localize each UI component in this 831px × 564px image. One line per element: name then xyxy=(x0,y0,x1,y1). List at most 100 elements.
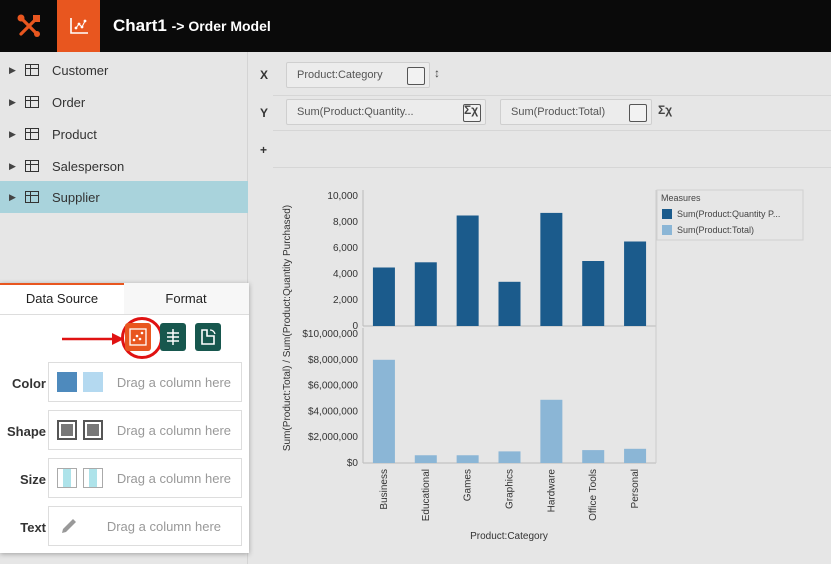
sort-icon[interactable]: ↕ xyxy=(434,66,440,80)
top-y-tick-label: 4,000 xyxy=(333,269,358,280)
tree-item-product[interactable]: ▶ Product xyxy=(0,118,248,150)
y-field-name: Sum(Product:Quantity... xyxy=(297,106,414,118)
chart-mode-button[interactable] xyxy=(57,0,100,52)
chart-name: Chart1 xyxy=(113,16,167,35)
tree-item-salesperson[interactable]: ▶ Salesperson xyxy=(0,150,248,182)
bar-total xyxy=(624,448,647,463)
shape-drop-zone[interactable]: Drag a column here xyxy=(48,410,242,450)
top-bar: Chart1 -> Order Model xyxy=(0,0,831,52)
drop-placeholder: Drag a column here xyxy=(116,423,231,438)
legend-label-quantity: Sum(Product:Quantity P... xyxy=(677,209,780,219)
tree-item-label: Customer xyxy=(52,62,109,78)
color-swatch-light[interactable] xyxy=(83,372,103,392)
color-label: Color xyxy=(12,376,46,391)
aggregate-icon[interactable]: Σχ xyxy=(464,103,479,117)
rotate-icon xyxy=(201,329,216,345)
bar-quantity xyxy=(414,262,437,326)
x-tick-label: Personal xyxy=(630,469,641,508)
app-logo[interactable] xyxy=(0,0,57,52)
color-swatch-dark[interactable] xyxy=(57,372,77,392)
bar-quantity xyxy=(372,267,395,326)
table-icon xyxy=(25,191,39,203)
expand-arrow-icon[interactable]: ▶ xyxy=(9,96,16,107)
chart-type-icon[interactable] xyxy=(629,104,647,122)
layout-binding-button[interactable] xyxy=(195,323,221,351)
expand-arrow-icon[interactable]: ▶ xyxy=(9,64,16,75)
text-drop-zone[interactable]: Drag a column here xyxy=(48,506,242,546)
expand-arrow-icon[interactable]: ▶ xyxy=(9,160,16,171)
add-binding-button[interactable]: + xyxy=(260,143,268,157)
tree-item-label: Product xyxy=(52,126,97,142)
legend-swatch-total xyxy=(662,225,672,235)
tab-format[interactable]: Format xyxy=(165,291,207,306)
divider xyxy=(273,95,831,96)
data-source-panel: Data Source Format xyxy=(0,283,249,553)
aggregate-icon[interactable]: Σχ xyxy=(658,103,673,117)
top-y-tick-label: 2,000 xyxy=(333,295,358,306)
red-arrow-annotation xyxy=(62,333,124,345)
expand-arrow-icon[interactable]: ▶ xyxy=(9,191,16,202)
x-tick-label: Business xyxy=(379,469,390,510)
drop-placeholder: Drag a column here xyxy=(116,375,231,390)
divider xyxy=(273,130,831,131)
bar-total xyxy=(540,399,563,463)
bar-chart: 10,000 8,000 6,000 4,000 2,000 0$10,000,000 $8… xyxy=(282,189,804,542)
add-binding-row[interactable]: + xyxy=(250,131,831,167)
top-y-tick-label: 6,000 xyxy=(333,243,358,254)
size-drop-zone[interactable]: Drag a column here xyxy=(48,458,242,498)
x-field-pill[interactable]: Product:Category xyxy=(286,62,430,88)
x-tick-label: Graphics xyxy=(505,469,516,509)
size-label: Size xyxy=(19,472,46,487)
tab-data-source[interactable]: Data Source xyxy=(0,283,124,314)
filter-binding-button[interactable] xyxy=(160,323,186,351)
chart-icon xyxy=(129,328,147,346)
x-tick-label: Educational xyxy=(421,469,432,521)
y-field-pill-2[interactable]: Sum(Product:Total) xyxy=(500,99,652,125)
divider xyxy=(273,167,831,168)
page-title: Chart1 -> Order Model xyxy=(113,16,271,36)
table-icon xyxy=(25,128,39,140)
text-label: Text xyxy=(20,520,46,535)
model-name: -> Order Model xyxy=(171,18,271,34)
top-y-tick-label: 10,000 xyxy=(327,191,358,202)
sliders-icon xyxy=(167,329,179,345)
tools-icon xyxy=(17,14,40,37)
bar-total xyxy=(498,451,521,463)
chart-type-icon[interactable] xyxy=(463,104,481,122)
y-field-pill-1[interactable]: Sum(Product:Quantity... xyxy=(286,99,486,125)
legend-box xyxy=(656,189,804,241)
bar-total xyxy=(582,450,605,463)
bar-total xyxy=(456,455,479,463)
x-axis-title: Product:Category xyxy=(470,531,548,542)
drop-placeholder: Drag a column here xyxy=(106,519,221,534)
shape-swatch-2[interactable] xyxy=(83,420,103,440)
table-icon xyxy=(25,96,39,108)
panel-tabs: Data Source Format xyxy=(0,283,249,315)
chart-icon xyxy=(69,18,88,34)
tree-item-label: Salesperson xyxy=(52,158,125,174)
chart-type-buttons xyxy=(125,323,221,351)
x-axis-label: X xyxy=(260,68,269,82)
table-icon xyxy=(25,160,39,172)
y-axis-title: Sum(Product:Total) / Sum(Product:Quantit… xyxy=(282,205,293,451)
x-tick-label: Office Tools xyxy=(588,469,599,521)
tree-item-supplier[interactable]: ▶ Supplier xyxy=(0,181,248,213)
expand-arrow-icon[interactable]: ▶ xyxy=(9,128,16,139)
chart-type-icon[interactable] xyxy=(407,67,425,85)
legend-title: Measures xyxy=(661,193,701,203)
size-swatch-2[interactable] xyxy=(83,468,103,488)
shape-swatch-1[interactable] xyxy=(57,420,77,440)
x-field-name: Product:Category xyxy=(297,69,383,81)
top-y-tick-label: 8,000 xyxy=(333,217,358,228)
bottom-y-tick-label: $10,000,000 xyxy=(302,329,358,340)
table-icon xyxy=(25,64,39,76)
x-binding-row: X Product:Category ↕ xyxy=(250,52,831,96)
chart-binding-button[interactable] xyxy=(125,323,151,351)
tree-item-order[interactable]: ▶ Order xyxy=(0,86,248,118)
y-binding-row: Y Sum(Product:Quantity... Σχ Sum(Product… xyxy=(250,96,831,130)
color-drop-zone[interactable]: Drag a column here xyxy=(48,362,242,402)
size-swatch-1[interactable] xyxy=(57,468,77,488)
pencil-icon xyxy=(62,519,76,533)
legend-label-total: Sum(Product:Total) xyxy=(677,225,754,235)
tree-item-customer[interactable]: ▶ Customer xyxy=(0,54,248,86)
